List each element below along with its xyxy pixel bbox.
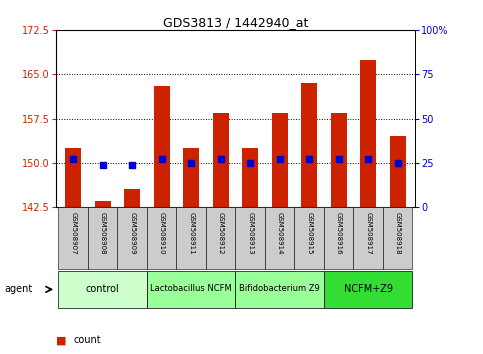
Text: GSM508914: GSM508914 [277, 212, 283, 255]
Text: Bifidobacterium Z9: Bifidobacterium Z9 [240, 284, 320, 293]
Text: Lactobacillus NCFM: Lactobacillus NCFM [150, 284, 232, 293]
Bar [324, 207, 354, 269]
Text: NCFM+Z9: NCFM+Z9 [344, 284, 393, 293]
Bar [183, 148, 199, 207]
Bar [265, 207, 295, 269]
Bar [360, 59, 376, 207]
Point [99, 162, 107, 167]
Text: GSM508910: GSM508910 [159, 212, 165, 255]
Point [158, 156, 166, 162]
Text: agent: agent [5, 284, 33, 293]
Text: GSM508908: GSM508908 [99, 212, 106, 255]
Bar [176, 207, 206, 269]
Bar [390, 136, 406, 207]
Point [70, 156, 77, 162]
Point [246, 160, 254, 166]
Bar [58, 207, 88, 269]
Bar [354, 207, 383, 269]
Point [276, 156, 284, 162]
Bar [117, 207, 147, 269]
Text: GSM508915: GSM508915 [306, 212, 312, 255]
Bar [147, 271, 236, 308]
Text: GSM508917: GSM508917 [365, 212, 371, 255]
Bar [95, 201, 111, 207]
Text: GSM508911: GSM508911 [188, 212, 194, 255]
Point [128, 162, 136, 167]
Point [305, 156, 313, 162]
Bar [236, 271, 324, 308]
Title: GDS3813 / 1442940_at: GDS3813 / 1442940_at [163, 16, 308, 29]
Text: count: count [74, 335, 101, 345]
Bar [295, 207, 324, 269]
Bar [271, 113, 288, 207]
Text: ■: ■ [56, 335, 66, 345]
Bar [206, 207, 236, 269]
Text: GSM508912: GSM508912 [218, 212, 224, 255]
Bar [154, 86, 170, 207]
Text: GSM508913: GSM508913 [247, 212, 253, 255]
Text: GSM508907: GSM508907 [70, 212, 76, 255]
Bar [330, 113, 347, 207]
Bar [213, 113, 229, 207]
Bar [324, 271, 412, 308]
Point [217, 156, 225, 162]
Bar [147, 207, 176, 269]
Text: GSM508909: GSM508909 [129, 212, 135, 255]
Bar [383, 207, 412, 269]
Bar [124, 189, 141, 207]
Point [335, 156, 342, 162]
Bar [88, 207, 117, 269]
Text: control: control [86, 284, 120, 293]
Point [364, 156, 372, 162]
Bar [236, 207, 265, 269]
Text: GSM508916: GSM508916 [336, 212, 341, 255]
Bar [58, 271, 147, 308]
Text: GSM508918: GSM508918 [395, 212, 401, 255]
Point [187, 160, 195, 166]
Point [394, 160, 401, 166]
Bar [65, 148, 81, 207]
Bar [242, 148, 258, 207]
Bar [301, 83, 317, 207]
